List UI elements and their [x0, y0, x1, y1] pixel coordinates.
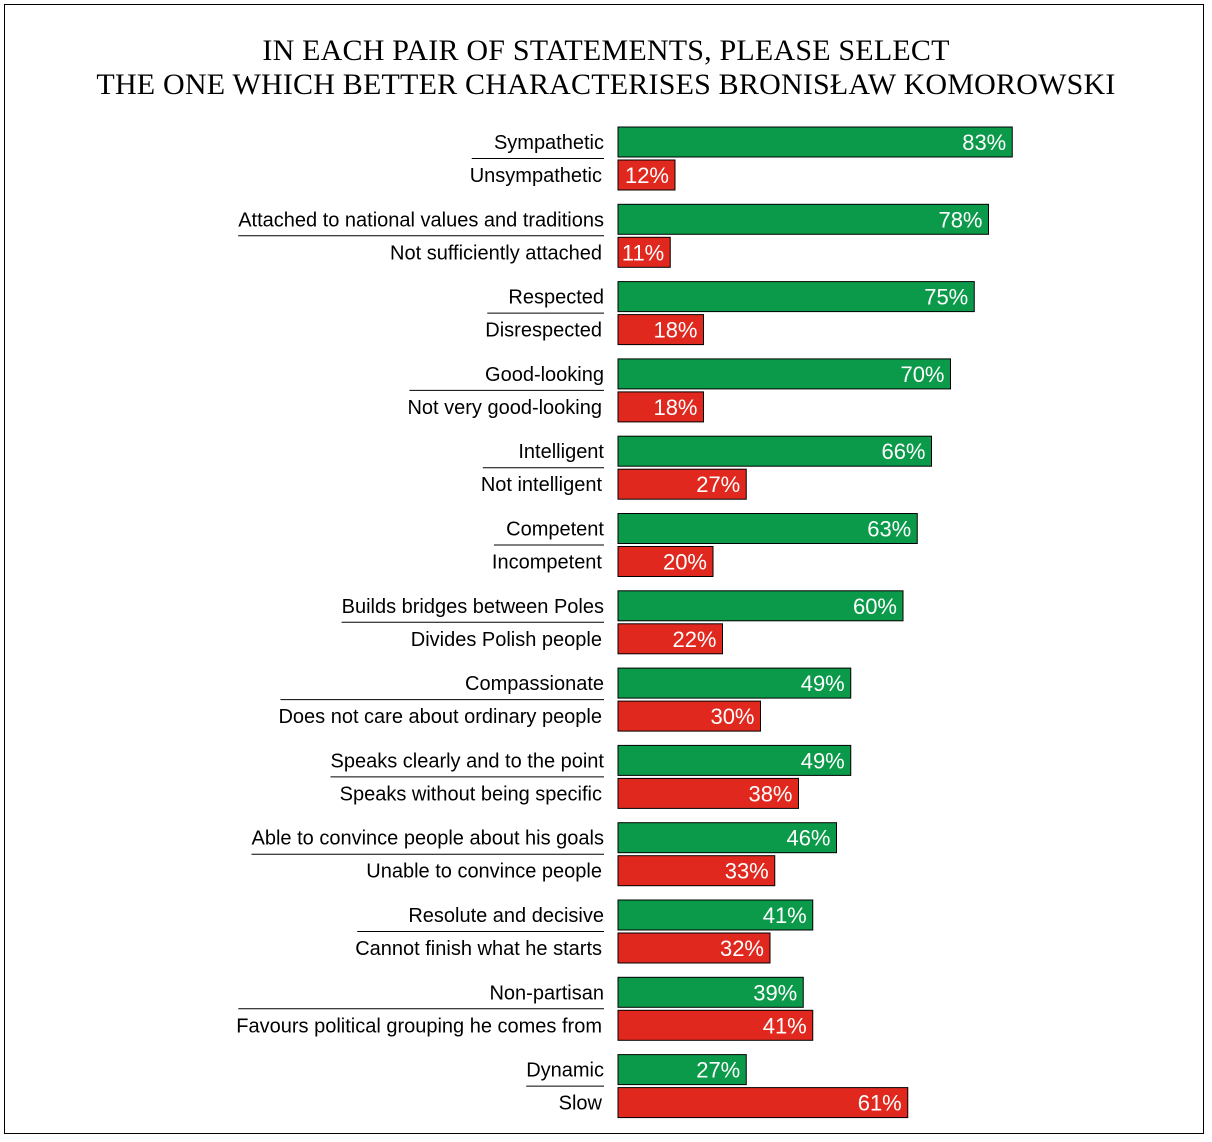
positive-bar	[617, 590, 904, 622]
negative-bar	[617, 314, 704, 346]
negative-label: Incompetent	[492, 552, 603, 574]
negative-label: Favours political grouping he comes from	[236, 1015, 602, 1037]
negative-value-label: 11%	[622, 240, 664, 265]
positive-label: Able to convince people about his goals	[252, 828, 604, 850]
negative-value-label: 12%	[625, 163, 669, 188]
positive-label: Good-looking	[485, 364, 604, 386]
negative-value-label: 27%	[696, 472, 740, 497]
positive-label: Non-partisan	[489, 982, 604, 1004]
negative-label: Cannot finish what he starts	[355, 938, 602, 960]
chart-frame	[4, 4, 1204, 1134]
positive-label: Dynamic	[526, 1060, 604, 1082]
negative-value-label: 30%	[710, 704, 754, 729]
chart-title-line-1: IN EACH PAIR OF STATEMENTS, PLEASE SELEC…	[262, 34, 950, 67]
positive-value-label: 39%	[753, 980, 797, 1005]
positive-bar	[617, 203, 989, 235]
positive-bar	[617, 667, 852, 699]
positive-value-label: 46%	[786, 826, 830, 851]
positive-value-label: 49%	[801, 671, 845, 696]
positive-bar	[617, 822, 837, 854]
chart-title-line-2: THE ONE WHICH BETTER CHARACTERISES BRONI…	[96, 68, 1116, 101]
positive-value-label: 66%	[881, 439, 925, 464]
positive-bar	[617, 1054, 747, 1086]
negative-value-label: 20%	[663, 550, 707, 575]
negative-bar	[617, 777, 799, 809]
negative-label: Speaks without being specific	[340, 783, 602, 805]
negative-label: Not intelligent	[481, 474, 603, 496]
positive-label: Sympathetic	[494, 132, 604, 154]
positive-label: Attached to national values and traditio…	[238, 209, 604, 231]
positive-value-label: 83%	[962, 130, 1006, 155]
negative-label: Slow	[559, 1093, 603, 1115]
positive-label: Intelligent	[518, 441, 604, 463]
negative-bar	[617, 700, 761, 732]
positive-bar	[617, 899, 814, 931]
negative-value-label: 18%	[653, 318, 697, 343]
positive-value-label: 41%	[763, 903, 807, 928]
positive-value-label: 70%	[900, 362, 944, 387]
positive-label: Builds bridges between Poles	[342, 596, 604, 618]
negative-bar	[617, 236, 671, 268]
positive-value-label: 63%	[867, 517, 911, 542]
positive-bar	[617, 281, 975, 313]
positive-label: Competent	[506, 519, 604, 541]
negative-value-label: 22%	[672, 627, 716, 652]
positive-label: Compassionate	[465, 673, 604, 695]
negative-bar	[617, 159, 676, 191]
negative-bar	[617, 623, 723, 655]
negative-bar	[617, 855, 776, 887]
negative-value-label: 33%	[725, 859, 769, 884]
chart-title: IN EACH PAIR OF STATEMENTS, PLEASE SELEC…	[0, 34, 1212, 102]
positive-value-label: 49%	[801, 748, 845, 773]
positive-bar	[617, 358, 951, 390]
negative-value-label: 32%	[720, 936, 764, 961]
positive-label: Resolute and decisive	[408, 905, 604, 927]
negative-label: Divides Polish people	[411, 629, 602, 651]
negative-value-label: 61%	[858, 1091, 902, 1116]
negative-value-label: 41%	[763, 1013, 807, 1038]
positive-bar	[617, 513, 918, 544]
negative-label: Does not care about ordinary people	[278, 706, 602, 728]
negative-bar	[617, 1087, 909, 1119]
positive-bar	[617, 976, 804, 1008]
positive-value-label: 27%	[696, 1058, 740, 1083]
negative-value-label: 18%	[653, 395, 697, 420]
negative-bar	[617, 391, 704, 423]
positive-value-label: 75%	[924, 285, 968, 310]
negative-label: Disrespected	[485, 320, 602, 342]
negative-label: Not sufficiently attached	[390, 242, 602, 264]
negative-bar	[617, 932, 771, 964]
negative-value-label: 38%	[748, 781, 792, 806]
positive-bar	[617, 126, 1013, 158]
negative-label: Not very good-looking	[407, 397, 602, 419]
negative-bar	[617, 468, 747, 500]
positive-bar	[617, 435, 932, 467]
negative-bar	[617, 1009, 814, 1041]
negative-label: Unsympathetic	[470, 165, 602, 187]
negative-label: Unable to convince people	[366, 861, 602, 883]
positive-value-label: 60%	[853, 594, 897, 619]
negative-bar	[617, 546, 714, 577]
positive-bar	[617, 744, 852, 776]
positive-value-label: 78%	[938, 207, 982, 232]
positive-label: Respected	[508, 287, 604, 309]
positive-label: Speaks clearly and to the point	[330, 750, 604, 772]
